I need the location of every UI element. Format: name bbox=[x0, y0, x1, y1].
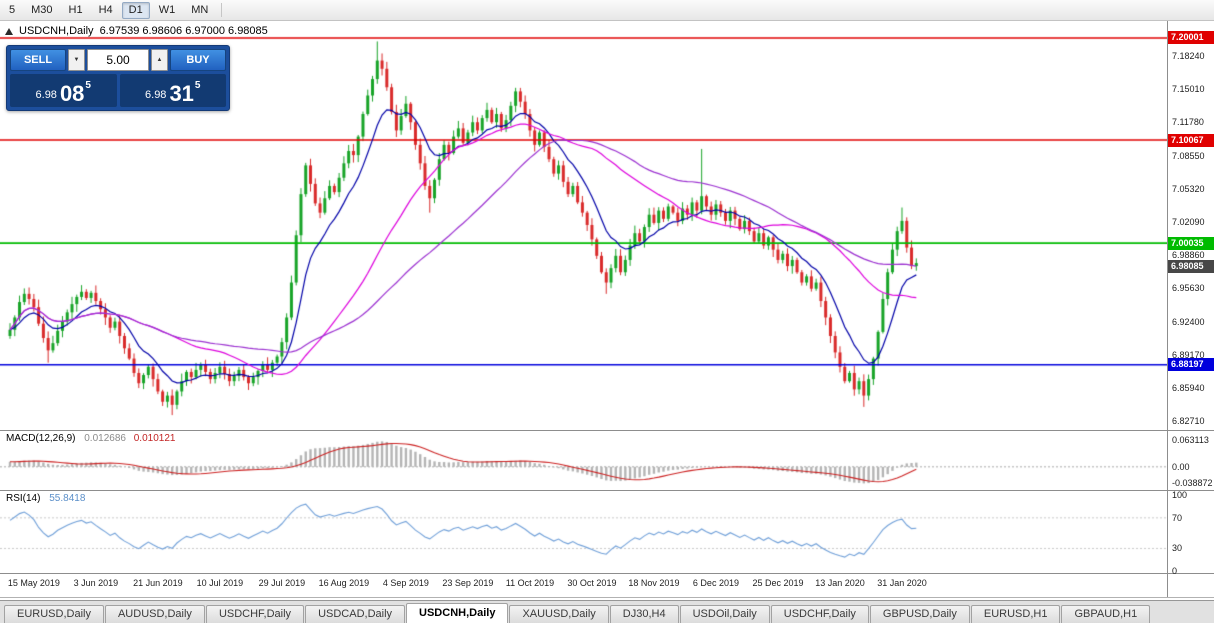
buy-price-pip: 5 bbox=[194, 80, 201, 91]
macd-main-value: 0.012686 bbox=[84, 433, 126, 444]
timeframe-button-H4[interactable]: H4 bbox=[98, 3, 113, 16]
sell-price-pip: 5 bbox=[85, 80, 91, 91]
rsi-axis-label: 30 bbox=[1172, 543, 1183, 554]
rsi-value: 55.8418 bbox=[49, 493, 86, 504]
price-axis-tick: 7.18240 bbox=[1172, 51, 1205, 62]
volume-input[interactable]: 5.00 bbox=[87, 49, 149, 71]
price-axis-tick: 7.15010 bbox=[1172, 84, 1205, 95]
tab-USDCAD-Daily[interactable]: USDCAD,Daily bbox=[305, 605, 406, 623]
date-axis-label: 10 Jul 2019 bbox=[196, 578, 244, 588]
current-price-badge: 6.98085 bbox=[1168, 259, 1214, 273]
price-axis-tick: 6.82710 bbox=[1172, 416, 1205, 427]
date-axis-label: 18 Nov 2019 bbox=[628, 578, 680, 588]
timeframe-button-H1[interactable]: H1 bbox=[68, 3, 83, 16]
price-axis-tick: 6.98860 bbox=[1172, 250, 1205, 261]
timeframe-button-M30[interactable]: M30 bbox=[31, 3, 53, 16]
spinner-down-icon: ▼ bbox=[73, 57, 80, 63]
date-axis-label: 25 Dec 2019 bbox=[752, 578, 804, 588]
rsi-indicator-label: RSI(14) 55.8418 bbox=[6, 493, 85, 504]
timeframe-button-W1[interactable]: W1 bbox=[158, 3, 176, 16]
price-axis-tick: 7.11780 bbox=[1172, 117, 1204, 128]
price-level-badge: 7.00035 bbox=[1168, 236, 1214, 250]
chart-title: USDCNH,Daily 6.97539 6.98606 6.97000 6.9… bbox=[5, 25, 268, 37]
date-axis-label: 4 Sep 2019 bbox=[382, 578, 429, 588]
date-axis-label: 16 Aug 2019 bbox=[318, 578, 370, 588]
sell-price-display[interactable]: 6.98 08 5 bbox=[10, 74, 117, 107]
buy-price-big: 31 bbox=[169, 81, 194, 106]
volume-decrease-button[interactable]: ▼ bbox=[68, 49, 85, 71]
date-axis-label: 3 Jun 2019 bbox=[73, 578, 119, 588]
macd-axis-label: 0.063113 bbox=[1172, 435, 1209, 446]
date-axis-label: 29 Jul 2019 bbox=[258, 578, 306, 588]
tab-USDCHF-Daily[interactable]: USDCHF,Daily bbox=[205, 605, 305, 623]
price-level-badge: 6.88197 bbox=[1168, 358, 1214, 372]
sell-price-prefix: 6.98 bbox=[35, 89, 57, 101]
one-click-trading-panel: SELL ▼ 5.00 ▲ BUY 6.98 08 5 6.98 31 5 bbox=[6, 45, 230, 111]
date-axis-label: 6 Dec 2019 bbox=[692, 578, 739, 588]
tab-DJ30-H4[interactable]: DJ30,H4 bbox=[609, 605, 679, 623]
timeframe-button-D1[interactable]: D1 bbox=[121, 1, 150, 19]
timeframe-button-5[interactable]: 5 bbox=[9, 3, 16, 16]
tab-EURUSD-H1[interactable]: EURUSD,H1 bbox=[970, 605, 1061, 623]
sell-button[interactable]: SELL bbox=[10, 49, 66, 71]
axis-bottom-edge bbox=[0, 597, 1214, 598]
chart-area: USDCNH,Daily 6.97539 6.98606 6.97000 6.9… bbox=[0, 21, 1214, 600]
buy-price-display[interactable]: 6.98 31 5 bbox=[119, 74, 226, 107]
buy-price-prefix: 6.98 bbox=[145, 89, 167, 101]
price-level-badge: 7.10067 bbox=[1168, 133, 1214, 147]
price-axis-tick: 7.08550 bbox=[1172, 150, 1205, 161]
price-level-badge: 7.20001 bbox=[1168, 31, 1214, 45]
rsi-name: RSI(14) bbox=[6, 493, 41, 504]
price-axis-tick: 6.92400 bbox=[1172, 316, 1205, 327]
macd-axis-label: 0.00 bbox=[1172, 461, 1190, 472]
date-axis-label: 13 Jan 2020 bbox=[815, 578, 865, 588]
toolbar-separator bbox=[221, 3, 223, 17]
chart-symbol-period: USDCNH,Daily bbox=[19, 25, 94, 37]
timeframe-button-MN[interactable]: MN bbox=[191, 3, 209, 16]
chart-ohlc-values: 6.97539 6.98606 6.97000 6.98085 bbox=[99, 25, 268, 37]
price-axis-tick: 7.02090 bbox=[1172, 217, 1205, 227]
date-axis-label: 11 Oct 2019 bbox=[505, 578, 555, 588]
spinner-up-icon: ▲ bbox=[156, 57, 163, 63]
date-axis-label: 31 Jan 2020 bbox=[877, 578, 927, 588]
tab-XAUUSD-Daily[interactable]: XAUUSD,Daily bbox=[509, 605, 609, 623]
timeframe-toolbar: 5 M30 H1 H4 D1 W1 MN bbox=[0, 0, 1214, 21]
date-axis-label: 15 May 2019 bbox=[7, 578, 60, 588]
macd-signal-value: 0.010121 bbox=[133, 433, 176, 444]
tab-GBPAUD-H1[interactable]: GBPAUD,H1 bbox=[1061, 605, 1151, 623]
macd-indicator-label: MACD(12,26,9) 0.012686 0.010121 bbox=[6, 433, 175, 444]
chart-window-icon bbox=[5, 27, 13, 35]
tab-EURUSD-Daily[interactable]: EURUSD,Daily bbox=[4, 605, 104, 623]
chart-tabs: EURUSD,Daily AUDUSD,Daily USDCHF,Daily USDC… bbox=[0, 600, 1214, 623]
price-axis-tick: 6.89170 bbox=[1172, 349, 1205, 360]
date-axis-label: 21 Jun 2019 bbox=[133, 578, 183, 588]
panel-separator[interactable] bbox=[0, 573, 1214, 574]
price-axis-border bbox=[1167, 21, 1168, 597]
price-axis-tick: 7.05320 bbox=[1172, 183, 1205, 194]
sell-price-big: 08 bbox=[59, 81, 85, 106]
price-axis-tick: 6.85940 bbox=[1172, 382, 1205, 393]
tab-USDCHF-Daily[interactable]: USDCHF,Daily bbox=[770, 605, 869, 623]
volume-increase-button[interactable]: ▲ bbox=[151, 49, 168, 71]
price-axis-tick: 6.95630 bbox=[1172, 283, 1205, 294]
panel-separator[interactable] bbox=[0, 490, 1214, 491]
rsi-axis-label: 70 bbox=[1172, 512, 1183, 523]
date-axis-label: 23 Sep 2019 bbox=[442, 578, 494, 588]
macd-name: MACD(12,26,9) bbox=[6, 433, 76, 444]
tab-USDCNH-Daily[interactable]: USDCNH,Daily bbox=[406, 603, 509, 623]
tab-AUDUSD-Daily[interactable]: AUDUSD,Daily bbox=[104, 605, 205, 623]
tab-USDOil-Daily[interactable]: USDOil,Daily bbox=[679, 605, 770, 623]
panel-separator[interactable] bbox=[0, 430, 1214, 431]
rsi-panel-canvas[interactable] bbox=[0, 491, 1167, 573]
date-axis-label: 30 Oct 2019 bbox=[567, 578, 617, 588]
rsi-axis-label: 100 bbox=[1172, 489, 1188, 500]
tab-GBPUSD-Daily[interactable]: GBPUSD,Daily bbox=[869, 605, 970, 623]
rsi-axis-label: 0 bbox=[1172, 566, 1178, 577]
buy-button[interactable]: BUY bbox=[170, 49, 226, 71]
macd-axis-label: -0.038872 bbox=[1172, 478, 1213, 489]
macd-panel-canvas[interactable] bbox=[0, 431, 1167, 490]
